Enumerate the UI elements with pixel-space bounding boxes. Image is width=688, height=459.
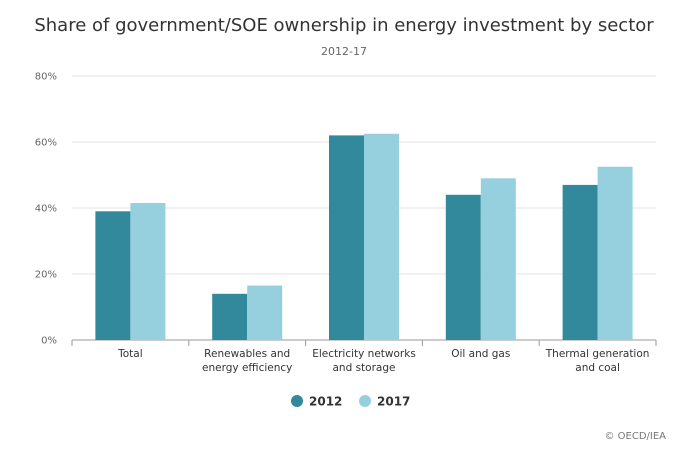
source-credit: © OECD/IEA [604,431,666,442]
bar-2017-3 [480,178,516,340]
bar-2017-0 [130,203,166,340]
x-tick-label: Electricity networks and storage [312,348,416,374]
legend-marker-2012 [291,395,303,407]
legend-label-2017: 2017 [377,395,410,409]
bar-2012-4 [562,184,598,340]
chart-title: Share of government/SOE ownership in ene… [34,15,654,36]
x-tick-label: Renewables and energy efficiency [202,348,292,374]
legend-label-2012: 2012 [309,395,342,409]
x-tick-label: Total [117,348,143,360]
bar-2012-2 [329,135,364,340]
y-tick-label: 40% [35,204,57,215]
y-tick-label: 60% [35,138,57,149]
y-tick-label: 80% [35,72,57,83]
bar-2012-1 [212,293,248,340]
bar-2017-2 [364,133,399,340]
bar-2012-3 [445,194,481,340]
bar-2012-0 [95,211,131,340]
y-tick-label: 20% [35,270,57,281]
chart-subtitle: 2012-17 [321,45,367,58]
x-tick-label: Oil and gas [451,348,510,360]
bar-2017-1 [247,285,283,340]
bar-2017-4 [597,166,633,340]
y-tick-label: 0% [41,336,57,347]
legend-marker-2017 [359,395,371,407]
x-tick-label: Thermal generation and coal [545,348,650,374]
